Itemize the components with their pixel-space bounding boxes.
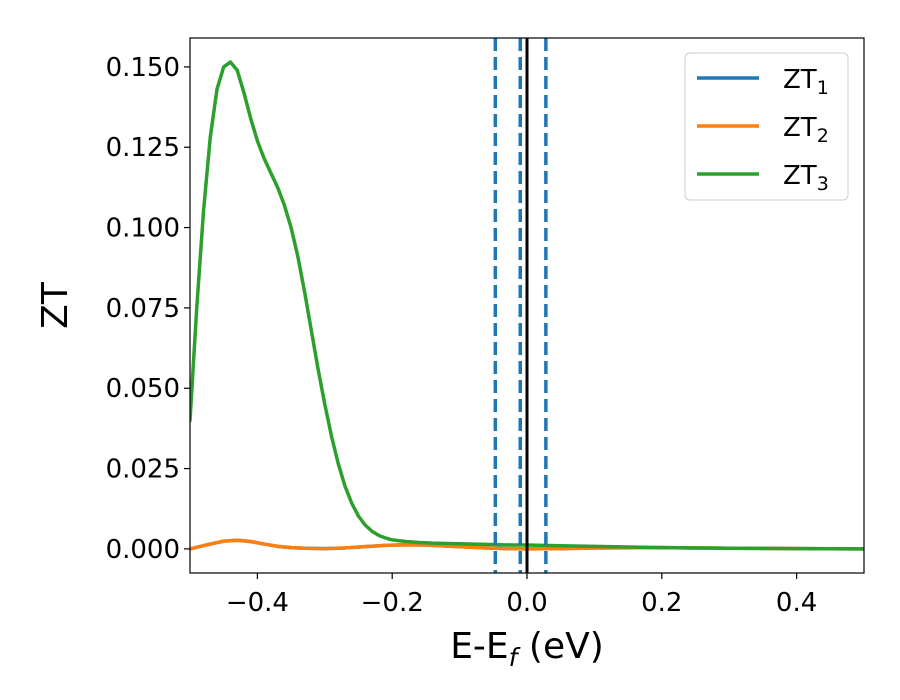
axes: −0.4 −0.2 0.0 0.2 0.4 0.000 0.025 0.050 0.075 0.1…	[35, 37, 865, 672]
legend-label-2: ZT2	[783, 113, 829, 147]
y-tick-label: 0.100	[106, 214, 180, 244]
y-axis-title: ZT	[35, 281, 76, 329]
y-tick-label: 0.025	[106, 455, 180, 485]
x-tick-label: −0.4	[226, 588, 289, 618]
series-line-3	[190, 60, 864, 551]
y-tick-label: 0.000	[106, 535, 180, 565]
y-tick-label: 0.050	[106, 374, 180, 404]
x-axis-title: E-Ef (eV)	[450, 626, 604, 672]
legend-label-3: ZT3	[783, 161, 829, 195]
x-tick-label: 0.2	[641, 588, 682, 618]
legend-box	[684, 52, 849, 201]
plot-area	[190, 38, 864, 573]
x-tick-label: −0.2	[361, 588, 424, 618]
legend: ZT1 ZT2 ZT3	[684, 52, 849, 201]
x-tick-label: 0.4	[776, 588, 817, 618]
y-tick-label: 0.125	[106, 133, 180, 163]
y-tick-label: 0.075	[106, 294, 180, 324]
series-line-2	[190, 538, 864, 551]
y-tick-label: 0.150	[106, 53, 180, 83]
legend-label-1: ZT1	[783, 65, 829, 99]
x-tick-label: 0.0	[506, 588, 547, 618]
